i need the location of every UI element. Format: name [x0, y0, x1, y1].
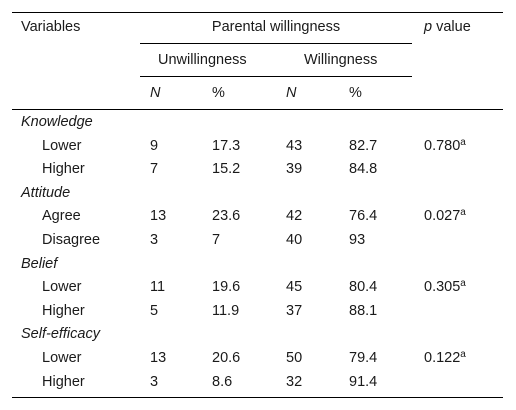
p-value: 0.305a [424, 279, 466, 296]
header-willingness: Willingness [304, 52, 378, 68]
unwillingness-pct: 19.6 [212, 279, 241, 296]
header-parental-willingness: Parental willingness [211, 19, 341, 35]
group-heading: Self-efficacy [21, 326, 100, 343]
parental-willingness-rule [140, 43, 412, 44]
p-value-number: 0.027 [424, 208, 461, 225]
subgroup-rule [140, 76, 412, 77]
row-label: Lower [42, 137, 82, 154]
header-unwillingness: Unwillingness [158, 52, 247, 68]
p-symbol: p [424, 19, 433, 35]
header-p-value: p value [424, 19, 471, 36]
p-value: 0.122a [424, 350, 466, 367]
p-value-number: 0.780 [424, 137, 461, 154]
unwillingness-n: 9 [150, 137, 159, 154]
p-value-footnote-mark: a [460, 278, 466, 290]
top-rule [12, 12, 503, 13]
unwillingness-pct: 23.6 [212, 208, 241, 225]
willingness-pct: 93 [349, 232, 366, 248]
willingness-pct: 91.4 [349, 373, 378, 390]
row-label: Lower [42, 279, 82, 296]
unwillingness-pct: 11.9 [212, 302, 240, 319]
unwillingness-pct: 20.6 [212, 350, 241, 366]
unwillingness-n: 11 [150, 279, 166, 296]
header-n-unwillingness: N [150, 85, 161, 101]
p-value-footnote-mark: a [460, 136, 466, 148]
willingness-n: 42 [286, 208, 303, 225]
willingness-pct: 76.4 [349, 208, 378, 225]
willingness-pct: 82.7 [349, 137, 378, 154]
row-label: Lower [42, 350, 82, 366]
row-label: Disagree [42, 232, 101, 248]
header-pct-willingness: % [349, 85, 362, 101]
p-value-number: 0.122 [424, 350, 461, 366]
unwillingness-pct: 8.6 [212, 373, 233, 390]
willingness-pct: 79.4 [349, 350, 378, 366]
unwillingness-pct: 17.3 [212, 137, 241, 154]
unwillingness-n: 5 [150, 302, 159, 319]
unwillingness-pct: 7 [212, 232, 221, 248]
willingness-n: 43 [286, 137, 303, 154]
header-n-willingness: N [286, 85, 297, 101]
p-value-footnote-mark: a [460, 349, 466, 360]
unwillingness-pct: 15.2 [212, 161, 241, 178]
unwillingness-n: 3 [150, 232, 159, 248]
p-value-number: 0.305 [424, 279, 461, 296]
group-heading: Attitude [21, 184, 71, 201]
unwillingness-n: 13 [150, 350, 167, 366]
group-heading: Knowledge [21, 114, 93, 130]
header-bottom-rule [12, 109, 503, 110]
unwillingness-n: 7 [150, 161, 159, 178]
willingness-n: 45 [286, 279, 303, 296]
willingness-pct: 88.1 [349, 302, 378, 319]
unwillingness-n: 13 [150, 208, 167, 225]
row-label: Higher [42, 302, 85, 319]
willingness-n: 50 [286, 350, 303, 366]
bottom-rule [12, 397, 503, 398]
row-label: Higher [42, 161, 85, 178]
p-value: 0.027a [424, 208, 466, 225]
row-label: Higher [42, 373, 85, 390]
header-variables: Variables [21, 19, 81, 35]
willingness-pct: 84.8 [349, 161, 378, 178]
unwillingness-n: 3 [150, 373, 159, 390]
willingness-n: 32 [286, 373, 303, 390]
willingness-pct: 80.4 [349, 279, 378, 296]
willingness-n: 40 [286, 232, 303, 248]
willingness-n: 37 [286, 302, 303, 319]
willingness-n: 39 [286, 161, 303, 178]
row-label: Agree [42, 208, 81, 225]
p-value-text: value [432, 19, 471, 35]
p-value: 0.780a [424, 136, 466, 155]
group-heading: Belief [21, 255, 58, 272]
p-value-footnote-mark: a [460, 207, 466, 219]
header-pct-unwillingness: % [212, 85, 225, 101]
